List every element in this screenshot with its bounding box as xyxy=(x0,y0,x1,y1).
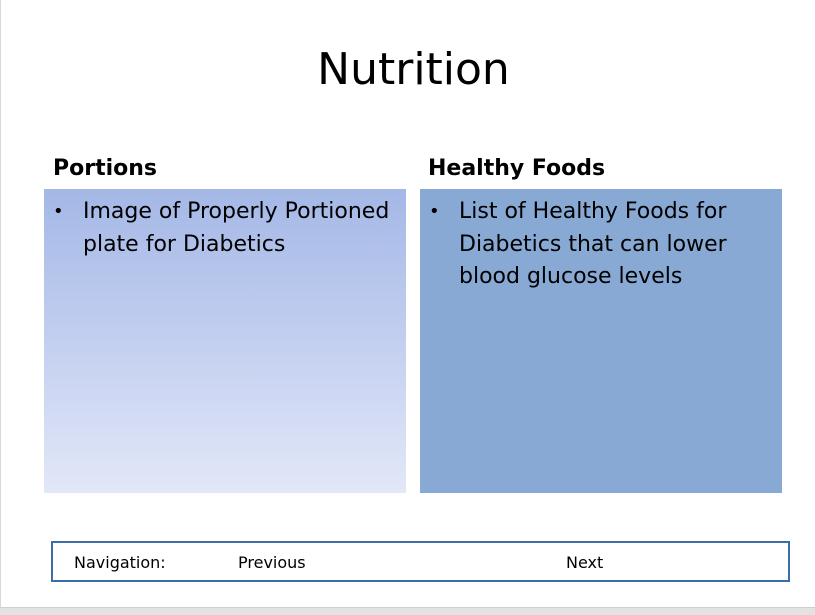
slide-title: Nutrition xyxy=(317,44,510,95)
list-item: • List of Healthy Foods for Diabetics th… xyxy=(420,196,782,294)
previous-link[interactable]: Previous xyxy=(238,553,306,572)
portions-heading: Portions xyxy=(53,156,158,181)
portions-bullet-list: • Image of Properly Portioned plate for … xyxy=(44,196,406,261)
navigation-bar: Navigation: Previous Next xyxy=(51,541,790,582)
bullet-text: Image of Properly Portioned plate for Di… xyxy=(83,199,390,257)
navigation-label: Navigation: xyxy=(74,553,166,572)
healthy-foods-bullet-list: • List of Healthy Foods for Diabetics th… xyxy=(420,196,782,294)
list-item: • Image of Properly Portioned plate for … xyxy=(44,196,406,261)
next-link[interactable]: Next xyxy=(566,553,604,572)
portions-content-box: • Image of Properly Portioned plate for … xyxy=(44,189,406,493)
bullet-icon: • xyxy=(429,201,440,222)
healthy-foods-content-box: • List of Healthy Foods for Diabetics th… xyxy=(420,189,782,493)
bullet-icon: • xyxy=(53,201,64,222)
window-bottom-edge xyxy=(0,607,815,615)
bullet-text: List of Healthy Foods for Diabetics that… xyxy=(459,199,727,289)
healthy-foods-heading: Healthy Foods xyxy=(428,156,606,181)
